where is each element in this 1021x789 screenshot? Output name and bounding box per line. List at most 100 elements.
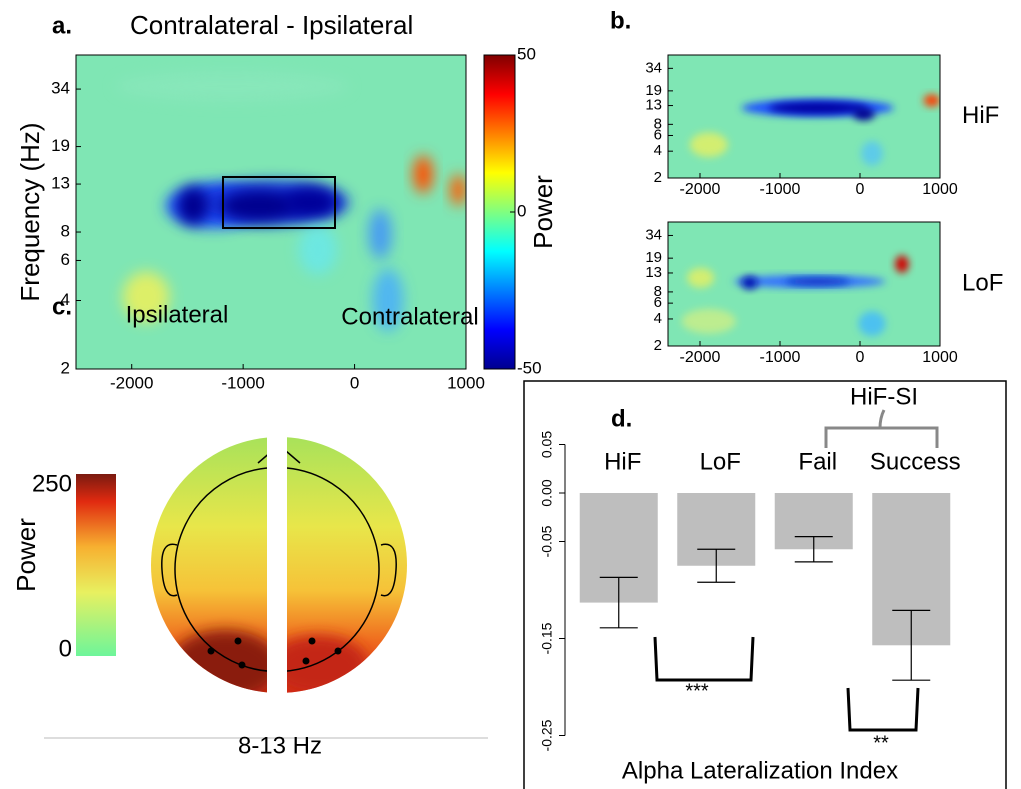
heatmap — [668, 222, 940, 346]
heatmap-label: HiF — [962, 102, 999, 129]
colorbar-tick-label: 0 — [517, 201, 526, 220]
colorbar-tick-label: 0 — [59, 635, 72, 662]
heatmap-blob — [298, 224, 338, 275]
x-tick-label: 0 — [856, 181, 865, 198]
colorbar-label: Power — [11, 518, 41, 592]
heatmap-blob — [368, 208, 392, 260]
left-label: Ipsilateral — [126, 301, 229, 328]
error-bar — [599, 576, 638, 629]
y-tick-label: 0.05 — [539, 431, 555, 458]
y-tick-label: 4 — [61, 290, 70, 309]
x-tick-label: HiF — [604, 448, 641, 475]
x-tick-label: -2000 — [680, 181, 721, 198]
heatmap-blob — [741, 276, 758, 289]
x-tick-label: Success — [870, 448, 961, 475]
x-tick-label: -1000 — [760, 181, 801, 198]
heatmap-blob — [177, 186, 209, 225]
x-tick-label: Fail — [798, 448, 837, 475]
colorbar-tick-label: 250 — [32, 470, 72, 497]
y-tick-label: 34 — [51, 79, 70, 98]
y-tick-label: 19 — [51, 136, 70, 155]
heatmap-blob — [768, 101, 867, 115]
colorbar-tick-label: 50 — [517, 44, 536, 63]
y-tick-label: 8 — [654, 115, 662, 132]
heatmap-blob — [413, 155, 433, 194]
x-tick-label: -2000 — [110, 373, 153, 392]
colorbar-label: Power — [528, 175, 558, 249]
heatmap-blob — [923, 94, 940, 107]
colorbar — [483, 54, 516, 370]
y-tick-label: 4 — [654, 310, 662, 327]
heatmap — [76, 55, 466, 369]
y-axis-label: Frequency (Hz) — [15, 122, 45, 301]
right-label: Contralateral — [341, 303, 478, 330]
heatmap-blob — [122, 271, 170, 322]
caption: 8-13 Hz — [238, 732, 322, 759]
heatmap-label: LoF — [962, 269, 1003, 296]
heatmap-blob — [115, 70, 349, 103]
chart-title: Contralateral - Ipsilateral — [130, 10, 413, 40]
y-tick-label: 13 — [645, 264, 662, 281]
error-bar — [794, 536, 833, 563]
heatmap-bg — [668, 55, 940, 178]
panel-label: b. — [610, 7, 631, 34]
y-tick-label: 2 — [654, 337, 662, 354]
x-axis-label: Alpha Lateralization Index — [622, 757, 898, 784]
x-tick-label: 1000 — [922, 349, 958, 366]
panel-label: a. — [52, 12, 72, 39]
heatmap-blob — [220, 190, 299, 222]
colorbar — [76, 474, 116, 656]
y-tick-label: 34 — [645, 226, 662, 243]
annotation: *** — [685, 680, 709, 702]
heatmap — [668, 55, 940, 178]
x-tick-label: -2000 — [680, 349, 721, 366]
x-tick-label: -1000 — [221, 373, 264, 392]
error-bar — [697, 548, 736, 583]
y-tick-label: 8 — [654, 283, 662, 300]
y-tick-label: 34 — [645, 59, 662, 76]
heatmap-blob — [282, 186, 338, 219]
panel-label: d. — [611, 405, 632, 432]
heatmap-blob — [687, 267, 715, 288]
group-bracket — [824, 409, 939, 448]
x-tick-label: -1000 — [760, 349, 801, 366]
x-tick-label: 0 — [350, 373, 359, 392]
heatmap-blob — [895, 255, 909, 273]
y-tick-label: -0.05 — [539, 525, 555, 557]
colorbar-tick-label: -50 — [517, 358, 542, 377]
plot-frame — [75, 54, 467, 370]
heatmap-blob — [784, 277, 851, 286]
plot-frame — [667, 54, 941, 179]
sig-bracket — [653, 636, 755, 682]
plot-frame — [667, 221, 941, 347]
x-tick-label: 1000 — [922, 181, 958, 198]
y-tick-label: -0.15 — [539, 622, 555, 654]
x-tick-label: 0 — [856, 349, 865, 366]
y-tick-label: 13 — [645, 97, 662, 114]
y-tick-label: 8 — [61, 222, 70, 241]
x-tick-label: LoF — [700, 448, 741, 475]
annotation: ** — [873, 732, 889, 754]
heatmap-blob — [450, 174, 466, 206]
roi-box — [222, 176, 336, 229]
y-tick-label: 2 — [61, 358, 70, 377]
heatmap-blob — [861, 141, 883, 166]
group-label: HiF-SI — [850, 383, 918, 410]
y-tick-label: 13 — [51, 174, 70, 193]
error-bar — [892, 609, 931, 681]
y-tick-label: 6 — [61, 250, 70, 269]
y-tick-label: 19 — [645, 249, 662, 266]
y-tick-label: 2 — [654, 169, 662, 186]
y-tick-label: 4 — [654, 142, 662, 159]
y-tick-label: 0.00 — [539, 479, 555, 506]
heatmap-blob — [852, 107, 875, 121]
panel-frame — [523, 380, 1007, 789]
heatmap-blob — [858, 311, 886, 337]
sig-bracket — [846, 687, 920, 732]
panel-label: c. — [52, 293, 72, 320]
heatmap-blob — [689, 132, 728, 158]
y-tick-label: 19 — [645, 82, 662, 99]
y-tick-label: 6 — [654, 126, 662, 143]
heatmap-blob — [372, 268, 404, 332]
